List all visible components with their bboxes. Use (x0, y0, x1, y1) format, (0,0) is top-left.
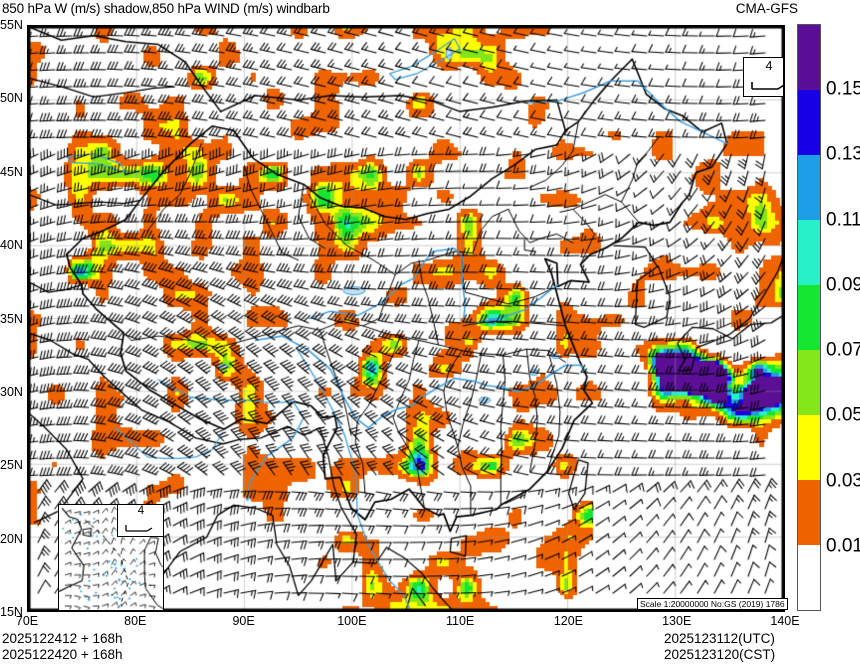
lon-tick-70e: 70E (15, 614, 39, 628)
lat-tick-30n: 30N (0, 384, 23, 399)
colorbar-cell-2 (798, 155, 820, 220)
inset-windbarb-legend: 4 (117, 505, 163, 537)
colorbar-tick-0-01: 0.01 (826, 535, 860, 557)
lon-tick-140e: 140E (770, 614, 800, 628)
lon-tick-80e: 80E (124, 614, 147, 628)
windbarb-icon (125, 525, 153, 532)
lat-tick-15n: 15N (0, 605, 23, 619)
map-scale-label: Scale 1:20000000 No:GS (2019) 1786 (637, 598, 788, 610)
colorbar-cell-0 (798, 25, 820, 90)
weather-map[interactable]: 4 4 Scale 1:40000000 (27, 25, 785, 612)
lon-tick-120e: 120E (553, 614, 584, 628)
colorbar-tick-0-09: 0.09 (826, 274, 860, 296)
colorbar-cell-3 (798, 220, 820, 285)
lat-tick-50n: 50N (0, 91, 23, 106)
colorbar-cell-4 (798, 285, 820, 350)
lat-tick-20n: 20N (0, 531, 23, 546)
page-title: 850 hPa W (m/s) shadow,850 hPa WIND (m/s… (2, 1, 330, 16)
colorbar-cell-1 (798, 90, 820, 155)
lat-tick-40n: 40N (0, 238, 23, 253)
colorbar-tick-0-11: 0.11 (826, 209, 860, 231)
inset-windbarb-legend-value: 4 (137, 505, 145, 517)
colorbar-cell-7 (798, 480, 820, 545)
lon-tick-130e: 130E (662, 614, 692, 628)
colorbar-tick-0-15: 0.15 (826, 78, 860, 100)
lon-tick-100e: 100E (337, 614, 367, 628)
valid-time-utc: 2025123112(UTC) (664, 631, 775, 646)
windbarb-legend: 4 (743, 57, 783, 97)
windbarb-legend-value: 4 (765, 59, 773, 73)
colorbar-tick-0-13: 0.13 (826, 143, 860, 165)
colorbar[interactable] (797, 24, 821, 611)
valid-time-cst: 2025123120(CST) (664, 647, 776, 662)
colorbar-cell-6 (798, 415, 820, 480)
lat-tick-55n: 55N (0, 18, 23, 32)
colorbar-tick-0-03: 0.03 (826, 470, 860, 492)
inset-map[interactable]: 4 Scale 1:40000000 (58, 504, 164, 610)
model-label: CMA-GFS (735, 1, 798, 16)
lon-tick-90e: 90E (232, 614, 255, 628)
colorbar-tick-0-05: 0.05 (826, 404, 860, 426)
colorbar-tick-0-07: 0.07 (826, 339, 860, 361)
colorbar-cell-8 (798, 545, 820, 610)
windbarb-icon (751, 82, 783, 90)
init-time-cst: 2025122420 + 168h (2, 647, 123, 662)
init-time-utc: 2025122412 + 168h (2, 631, 123, 646)
lat-tick-45n: 45N (0, 164, 23, 179)
lat-tick-35n: 35N (0, 311, 23, 326)
lon-tick-110e: 110E (446, 614, 475, 628)
lat-tick-25n: 25N (0, 458, 23, 473)
colorbar-cell-5 (798, 350, 820, 415)
